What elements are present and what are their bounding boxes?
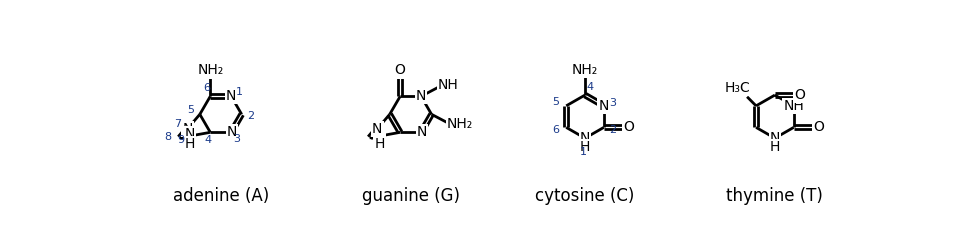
Text: NH₂: NH₂ — [197, 63, 224, 77]
Text: H: H — [580, 140, 590, 154]
Text: H: H — [374, 137, 385, 151]
Text: H: H — [770, 140, 780, 154]
Text: NH₂: NH₂ — [572, 62, 598, 77]
Text: 1: 1 — [235, 87, 243, 97]
Text: 5: 5 — [187, 105, 194, 115]
Text: 4: 4 — [204, 135, 211, 145]
Text: H: H — [184, 137, 195, 151]
Text: N: N — [374, 127, 385, 141]
Text: 7: 7 — [174, 119, 180, 128]
Text: O: O — [395, 63, 406, 77]
Text: N: N — [417, 125, 427, 139]
Text: 2: 2 — [247, 111, 253, 121]
Text: 6: 6 — [553, 125, 560, 135]
Text: guanine (G): guanine (G) — [362, 187, 460, 205]
Text: 6: 6 — [204, 83, 210, 93]
Text: 5: 5 — [553, 97, 560, 107]
Text: thymine (T): thymine (T) — [727, 187, 824, 205]
Text: N: N — [184, 127, 195, 141]
Text: 8: 8 — [164, 132, 172, 142]
Text: 3: 3 — [233, 134, 240, 144]
Text: 4: 4 — [587, 82, 593, 92]
Text: N: N — [182, 122, 193, 136]
Text: 1: 1 — [580, 147, 587, 157]
Text: NH: NH — [438, 78, 459, 92]
Text: NH: NH — [783, 99, 804, 113]
Text: 3: 3 — [610, 98, 616, 108]
Text: N: N — [599, 99, 609, 113]
Text: O: O — [813, 121, 825, 134]
Text: 2: 2 — [609, 125, 616, 135]
Text: NH₂: NH₂ — [447, 117, 473, 131]
Text: 9: 9 — [178, 135, 185, 145]
Text: O: O — [623, 121, 635, 134]
Text: adenine (A): adenine (A) — [173, 187, 269, 205]
Text: N: N — [227, 125, 237, 139]
Text: O: O — [795, 88, 805, 102]
Text: H₃C: H₃C — [724, 81, 750, 95]
Text: N: N — [416, 89, 426, 103]
Text: cytosine (C): cytosine (C) — [536, 187, 635, 205]
Text: N: N — [372, 122, 382, 136]
Text: N: N — [580, 131, 590, 145]
Text: N: N — [770, 131, 780, 145]
Text: N: N — [226, 89, 236, 103]
